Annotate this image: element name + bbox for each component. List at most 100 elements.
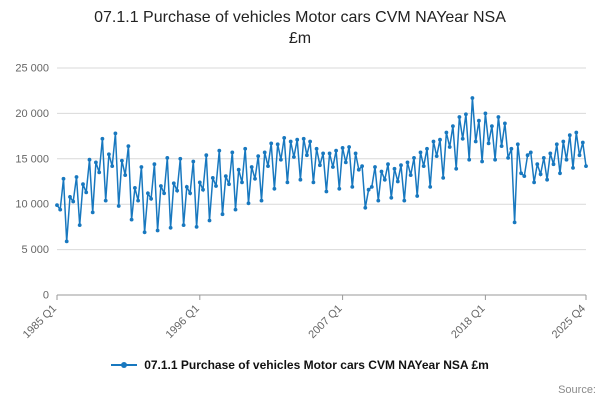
data-point-marker	[298, 177, 303, 182]
data-point-marker	[535, 161, 540, 166]
data-point-marker	[168, 225, 173, 230]
data-point-marker	[376, 198, 381, 203]
data-point-marker	[90, 210, 95, 214]
data-point-marker	[110, 163, 115, 168]
data-point-marker	[126, 143, 131, 148]
data-point-marker	[441, 175, 446, 180]
data-point-marker	[512, 220, 517, 224]
data-point-marker	[538, 171, 543, 176]
y-axis-tick-label: 5 000	[21, 244, 49, 256]
data-point-marker	[159, 183, 163, 188]
data-point-marker	[545, 177, 549, 182]
series-line	[56, 97, 587, 242]
data-point-marker	[318, 162, 322, 167]
data-point-marker	[519, 170, 523, 175]
data-point-marker	[434, 153, 439, 158]
data-point-marker	[240, 180, 244, 184]
data-point-marker	[486, 141, 491, 145]
data-point-marker	[162, 190, 167, 195]
data-point-marker	[477, 118, 481, 123]
x-axis-tick-label: 1985 Q1	[21, 302, 59, 340]
legend-label: 07.1.1 Purchase of vehicles Motor cars C…	[144, 357, 489, 372]
data-point-marker	[451, 123, 455, 128]
x-axis-tick-label: 1996 Q1	[164, 302, 202, 340]
data-point-marker	[548, 151, 553, 155]
data-point-marker	[554, 141, 559, 146]
data-point-marker	[217, 148, 222, 153]
data-point-marker	[541, 155, 546, 160]
y-axis-tick-label: 10 000	[15, 198, 49, 210]
data-point-marker	[379, 169, 384, 173]
data-point-marker	[275, 141, 280, 146]
data-point-marker	[269, 141, 274, 145]
data-point-marker	[324, 189, 329, 193]
data-point-marker	[561, 139, 566, 143]
data-point-marker	[84, 190, 89, 194]
data-point-marker	[236, 167, 241, 172]
data-point-marker	[350, 184, 355, 189]
data-point-marker	[107, 151, 111, 156]
data-point-marker	[483, 111, 488, 115]
data-point-marker	[564, 157, 569, 162]
legend-line-marker-icon	[111, 361, 138, 368]
data-point-marker	[165, 155, 170, 160]
data-point-marker	[473, 139, 478, 143]
data-point-marker	[454, 166, 459, 171]
data-point-marker	[120, 158, 124, 163]
data-point-marker	[178, 156, 183, 161]
data-point-marker	[584, 163, 588, 168]
data-point-marker	[87, 157, 92, 162]
data-point-marker	[230, 150, 235, 154]
data-point-marker	[295, 137, 300, 142]
data-point-marker	[116, 203, 121, 208]
data-point-marker	[438, 137, 442, 142]
data-point-marker	[68, 194, 72, 199]
data-point-marker	[321, 151, 325, 155]
data-point-marker	[103, 198, 108, 203]
y-axis-tick-label: 15 000	[15, 153, 49, 165]
data-point-marker	[61, 176, 66, 181]
data-point-marker	[412, 155, 416, 160]
data-point-marker	[204, 152, 209, 157]
data-point-marker	[496, 114, 501, 119]
data-point-marker	[431, 139, 436, 143]
chart-canvas: 0 5 000 10 000 15 000 20 000 25 000 1985 Q1 199…	[15, 62, 588, 340]
data-point-marker	[272, 186, 277, 191]
data-point-marker	[55, 202, 59, 207]
legend-item[interactable]: 07.1.1 Purchase of vehicles Motor cars C…	[0, 358, 600, 372]
data-point-marker	[558, 170, 562, 175]
data-point-marker	[503, 121, 507, 125]
data-point-marker	[470, 95, 475, 100]
data-point-marker	[249, 164, 254, 169]
data-point-marker	[74, 174, 79, 179]
x-axis-tick-label: 2025 Q4	[550, 302, 588, 340]
data-point-marker	[402, 198, 407, 203]
data-point-marker	[373, 164, 377, 169]
data-point-marker	[467, 157, 472, 162]
data-point-marker	[171, 180, 176, 185]
data-point-marker	[425, 146, 429, 151]
data-point-marker	[136, 198, 141, 203]
data-point-marker	[532, 180, 536, 184]
data-point-marker	[191, 159, 196, 163]
data-point-marker	[334, 148, 338, 153]
data-point-marker	[184, 184, 189, 189]
data-point-marker	[360, 163, 364, 168]
data-point-marker	[308, 139, 312, 143]
data-point-marker	[207, 218, 212, 222]
data-point-marker	[194, 224, 199, 229]
data-point-marker	[386, 161, 390, 166]
data-point-marker	[444, 130, 449, 134]
data-point-marker	[146, 190, 150, 195]
data-point-marker	[490, 123, 494, 128]
data-point-marker	[149, 196, 154, 201]
data-point-marker	[266, 163, 270, 168]
data-point-marker	[405, 160, 410, 164]
data-point-marker	[571, 165, 575, 170]
data-point-marker	[129, 217, 134, 222]
data-point-marker	[515, 141, 520, 146]
data-point-marker	[214, 183, 218, 188]
data-point-marker	[525, 152, 530, 157]
data-point-marker	[71, 199, 76, 203]
